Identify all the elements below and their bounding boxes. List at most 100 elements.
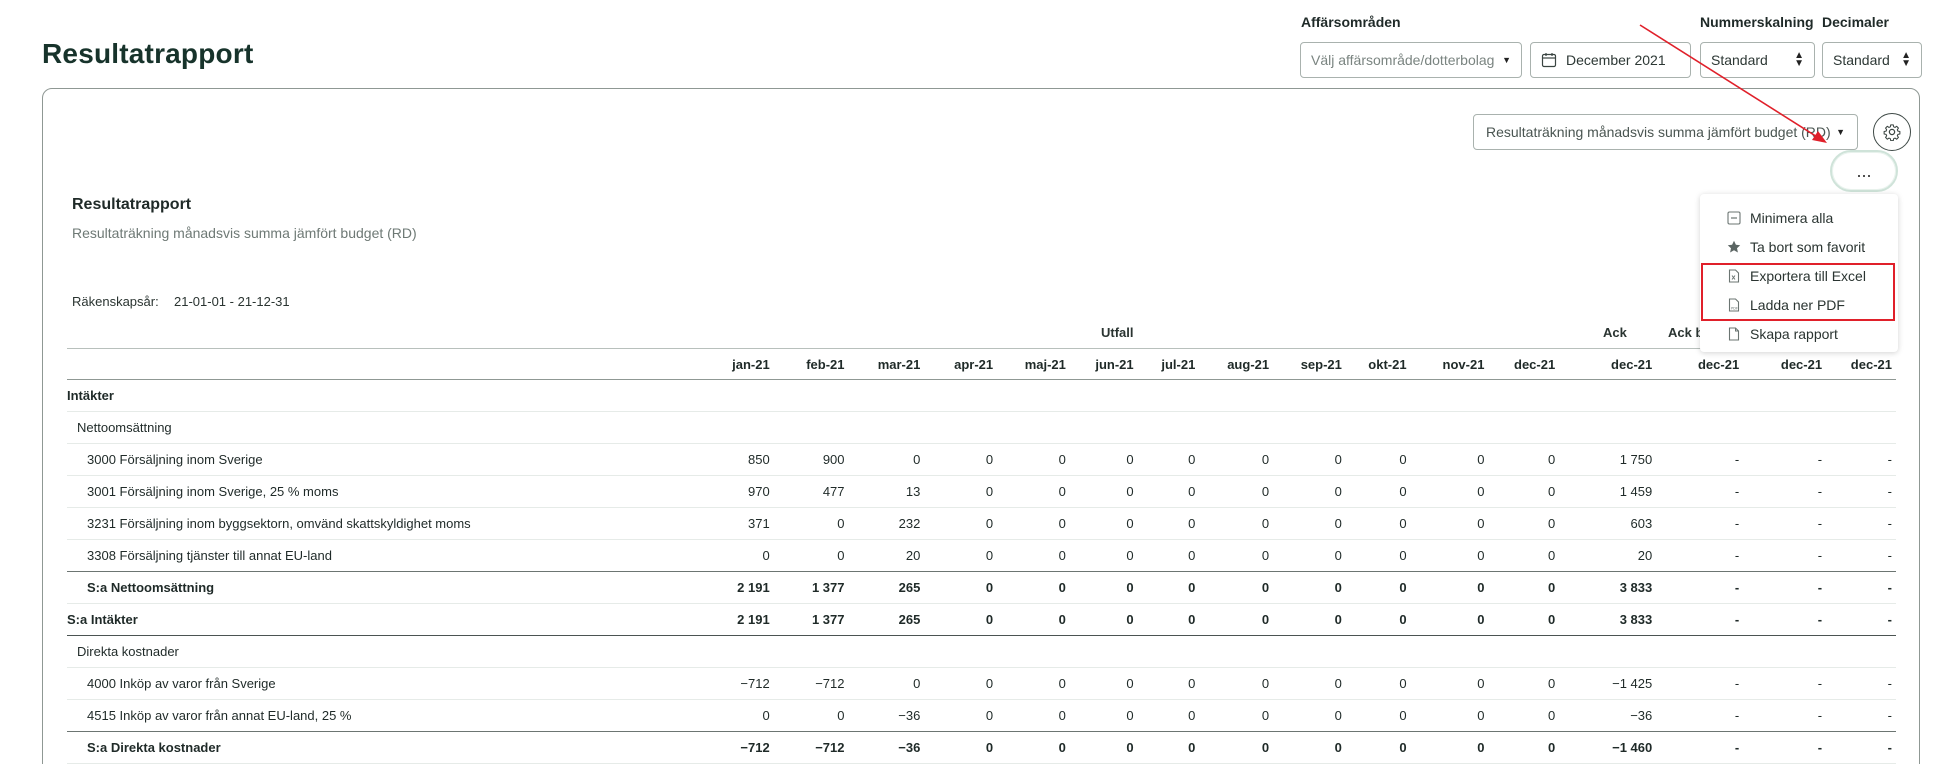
table-cell: 3 833 bbox=[1559, 571, 1657, 604]
period-picker[interactable]: December 2021 bbox=[1530, 42, 1691, 78]
row-label: S:a Direkta kostnader bbox=[67, 731, 715, 764]
table-cell bbox=[773, 411, 849, 444]
table-cell bbox=[714, 411, 774, 444]
table-cell: 0 bbox=[1199, 443, 1274, 476]
table-header-row: jan-21 feb-21 mar-21 apr-21 maj-21 jun-2… bbox=[67, 348, 1896, 380]
table-cell: 2 191 bbox=[714, 571, 774, 604]
table-cell bbox=[997, 411, 1070, 444]
table-cell: −712 bbox=[714, 667, 774, 700]
excel-file-icon bbox=[1728, 269, 1740, 283]
more-options-button[interactable]: ... bbox=[1830, 150, 1898, 192]
table-cell: - bbox=[1826, 507, 1896, 540]
pdf-file-icon: PDF bbox=[1728, 298, 1740, 312]
table-cell bbox=[1656, 635, 1744, 668]
column-header: mar-21 bbox=[877, 356, 921, 372]
menu-item-download-pdf[interactable]: PDF Ladda ner PDF bbox=[1700, 291, 1898, 319]
table-cell bbox=[848, 411, 925, 444]
table-cell: - bbox=[1743, 667, 1827, 700]
table-cell: 0 bbox=[1199, 571, 1274, 604]
caret-down-icon: ▼ bbox=[1502, 55, 1511, 65]
business-area-select[interactable]: Välj affärsområde/dotterbolag ▼ bbox=[1300, 42, 1522, 78]
table-cell: 2 191 bbox=[714, 603, 774, 636]
business-area-label: Affärsområden bbox=[1301, 14, 1401, 30]
table-cell: 0 bbox=[924, 603, 998, 636]
table-cell: 0 bbox=[997, 667, 1070, 700]
column-header: dec-21 bbox=[1850, 356, 1892, 372]
table-cell: 0 bbox=[1069, 443, 1138, 476]
row-label: Nettoomsättning bbox=[67, 411, 715, 444]
table-cell: 0 bbox=[1488, 507, 1560, 540]
table-cell: - bbox=[1826, 603, 1896, 636]
menu-item-label: Ladda ner PDF bbox=[1750, 297, 1845, 313]
table-cell: 0 bbox=[1069, 571, 1138, 604]
table-cell: 0 bbox=[1273, 731, 1346, 764]
table-cell: 0 bbox=[1488, 443, 1560, 476]
table-cell bbox=[924, 379, 998, 412]
document-icon bbox=[1728, 327, 1740, 341]
table-cell bbox=[1137, 379, 1200, 412]
table-cell: - bbox=[1826, 475, 1896, 508]
table-cell bbox=[773, 379, 849, 412]
page-title: Resultatrapport bbox=[42, 38, 254, 69]
menu-item-minimize-all[interactable]: Minimera alla bbox=[1700, 204, 1898, 232]
table-cell bbox=[1559, 635, 1657, 668]
table-cell: 0 bbox=[848, 443, 925, 476]
report-subtitle: Resultaträkning månadsvis summa jämfört … bbox=[72, 225, 417, 241]
table-cell: 0 bbox=[924, 571, 998, 604]
table-cell: −712 bbox=[714, 731, 774, 764]
table-cell bbox=[924, 635, 998, 668]
table-row-subtotal: S:a Direkta kostnader −712 −712 −36 0 0 0 0 0 0 0 0… bbox=[67, 731, 1896, 764]
row-label: 3231 Försäljning inom byggsektorn, omvän… bbox=[67, 507, 715, 540]
menu-item-create-report[interactable]: Skapa rapport bbox=[1700, 320, 1898, 348]
number-scaling-select[interactable]: Standard ▲ ▼ bbox=[1700, 42, 1815, 78]
table-cell: 0 bbox=[1488, 731, 1560, 764]
column-header: nov-21 bbox=[1442, 356, 1485, 372]
table-cell: 0 bbox=[1273, 699, 1346, 732]
table-cell bbox=[1410, 379, 1489, 412]
table-cell: 13 bbox=[848, 475, 925, 508]
row-label: S:a Intäkter bbox=[67, 603, 715, 636]
row-label: 3308 Försäljning tjänster till annat EU-… bbox=[67, 539, 715, 572]
decimals-select[interactable]: Standard ▲ ▼ bbox=[1822, 42, 1922, 78]
table-cell: 0 bbox=[1069, 731, 1138, 764]
table-cell: 0 bbox=[1410, 699, 1489, 732]
menu-item-label: Skapa rapport bbox=[1750, 326, 1838, 342]
column-header: apr-21 bbox=[954, 356, 994, 372]
table-cell: 0 bbox=[1273, 603, 1346, 636]
table-cell: 0 bbox=[1488, 603, 1560, 636]
star-icon bbox=[1727, 240, 1741, 253]
table-cell: −36 bbox=[848, 699, 925, 732]
table-cell bbox=[848, 379, 925, 412]
table-cell: - bbox=[1656, 699, 1744, 732]
decimals-value: Standard bbox=[1833, 52, 1890, 68]
table-cell: - bbox=[1826, 667, 1896, 700]
table-cell: 477 bbox=[773, 475, 849, 508]
table-cell: - bbox=[1656, 507, 1744, 540]
table-cell: 0 bbox=[1488, 699, 1560, 732]
table-cell bbox=[714, 635, 774, 668]
table-cell bbox=[1273, 635, 1346, 668]
table-cell: 0 bbox=[1345, 443, 1411, 476]
caret-down-icon: ▼ bbox=[1836, 127, 1845, 137]
table-cell: 0 bbox=[1410, 507, 1489, 540]
column-header: okt-21 bbox=[1368, 356, 1407, 372]
table-cell: 0 bbox=[1069, 667, 1138, 700]
table-cell bbox=[997, 635, 1070, 668]
table-row-account: 4000 Inköp av varor från Sverige −712 −712… bbox=[67, 667, 1896, 700]
table-cell bbox=[1069, 411, 1138, 444]
table-cell bbox=[1743, 411, 1827, 444]
table-cell: 0 bbox=[1137, 603, 1200, 636]
column-group-ack-budget: Ack b bbox=[1668, 325, 1704, 340]
table-cell bbox=[1410, 411, 1489, 444]
report-view-select[interactable]: Resultaträkning månadsvis summa jämfört … bbox=[1473, 114, 1858, 150]
menu-item-remove-favorite[interactable]: Ta bort som favorit bbox=[1700, 233, 1898, 261]
table-cell: 1 377 bbox=[773, 603, 849, 636]
menu-item-export-excel[interactable]: Exportera till Excel bbox=[1700, 262, 1898, 290]
table-cell: 0 bbox=[1199, 731, 1274, 764]
settings-button[interactable] bbox=[1873, 113, 1911, 151]
column-group-ack: Ack bbox=[1603, 325, 1627, 340]
number-scaling-label: Nummerskalning bbox=[1700, 14, 1814, 30]
row-label: 4000 Inköp av varor från Sverige bbox=[67, 667, 715, 700]
table-cell: 1 750 bbox=[1559, 443, 1657, 476]
menu-item-label: Exportera till Excel bbox=[1750, 268, 1866, 284]
